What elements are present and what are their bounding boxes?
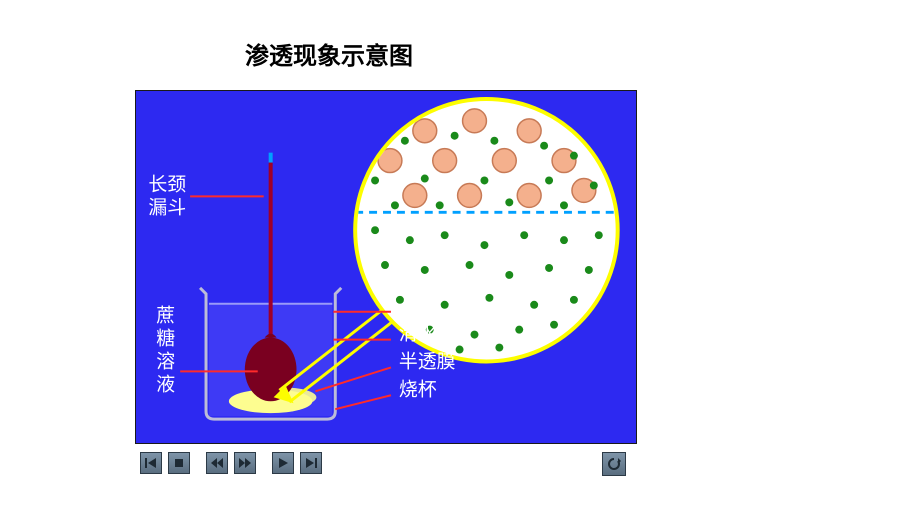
beaker_label: 烧杯 (399, 378, 437, 400)
step-back-icon (210, 456, 224, 470)
water_label: 清水 (399, 323, 437, 345)
step-back-button[interactable] (206, 452, 228, 474)
membrane_label: 半透膜 (399, 350, 456, 372)
skip-start-button[interactable] (140, 452, 162, 474)
step-forward-icon (238, 456, 252, 470)
funnel_label: 漏斗 (148, 196, 186, 218)
skip-end-button[interactable] (300, 452, 322, 474)
loop-button[interactable] (602, 452, 626, 476)
playback-controls (140, 452, 322, 474)
sucrose_label: 蔗 (156, 305, 175, 327)
sucrose_label: 糖 (156, 328, 175, 350)
page: 渗透现象示意图 长颈漏斗蔗糖溶液 清水半透膜烧杯 面 (0, 0, 920, 518)
diagram-figure: 长颈漏斗蔗糖溶液 清水半透膜烧杯 面 (135, 90, 637, 444)
sucrose_label: 溶 (156, 350, 175, 372)
funnel_label: 长颈 (148, 173, 186, 195)
play-icon (276, 456, 290, 470)
skip-start-icon (144, 456, 158, 470)
page-title: 渗透现象示意图 (245, 36, 413, 71)
play-button[interactable] (272, 452, 294, 474)
stop-button[interactable] (168, 452, 190, 474)
step-forward-button[interactable] (234, 452, 256, 474)
loop-icon (607, 457, 621, 471)
skip-end-icon (304, 456, 318, 470)
stop-icon (172, 456, 186, 470)
sucrose_label: 液 (156, 373, 175, 395)
surface_label_fragment: 面 (419, 296, 438, 317)
